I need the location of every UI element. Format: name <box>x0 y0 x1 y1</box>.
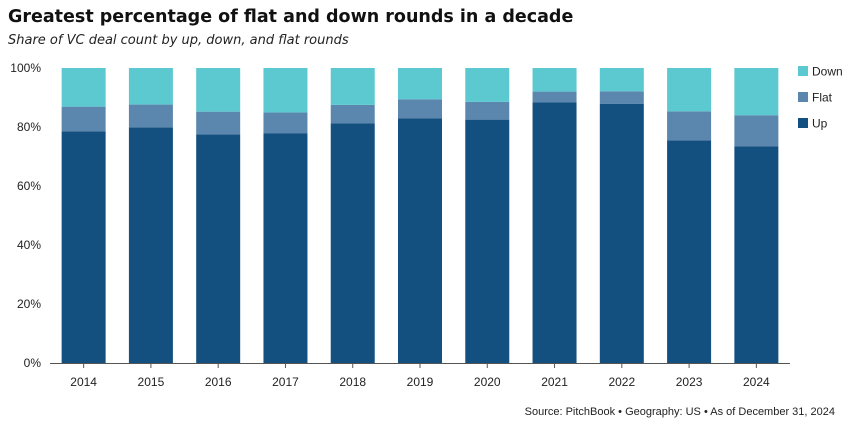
bar-up-2015 <box>128 127 173 363</box>
legend-swatch-up <box>798 118 808 128</box>
legend-swatch-down <box>798 66 808 76</box>
bar-flat-2022 <box>599 91 644 104</box>
bar-up-2020 <box>465 119 510 363</box>
bar-flat-2016 <box>196 111 241 135</box>
bar-up-2023 <box>667 140 712 363</box>
x-tick-label: 2017 <box>272 375 299 389</box>
bar-flat-2019 <box>398 99 442 119</box>
y-tick-label: 20% <box>17 297 41 311</box>
bar-up-2014 <box>61 131 106 363</box>
x-tick-label: 2022 <box>608 375 635 389</box>
bar-up-2019 <box>398 118 442 363</box>
y-tick-label: 100% <box>10 61 41 75</box>
bar-up-2021 <box>532 102 577 363</box>
x-tick-label: 2020 <box>474 375 501 389</box>
bar-down-2022 <box>599 68 644 92</box>
source-note: Source: PitchBook • Geography: US • As o… <box>524 406 835 418</box>
bar-down-2016 <box>196 68 241 112</box>
x-tick-label: 2019 <box>407 375 434 389</box>
bar-up-2022 <box>599 103 644 363</box>
bar-flat-2018 <box>330 104 375 124</box>
bar-up-2018 <box>330 123 375 364</box>
legend-swatch-flat <box>798 92 808 102</box>
bar-flat-2014 <box>61 106 106 132</box>
legend-label-down: Down <box>812 65 843 79</box>
bar-flat-2017 <box>263 112 308 134</box>
y-tick-label: 60% <box>17 179 41 193</box>
x-tick-label: 2023 <box>676 375 703 389</box>
bar-up-2017 <box>263 133 308 363</box>
bar-down-2020 <box>465 68 510 102</box>
x-tick-label: 2018 <box>339 375 366 389</box>
y-tick-label: 0% <box>24 356 42 370</box>
x-tick-label: 2015 <box>138 375 165 389</box>
bar-flat-2023 <box>667 111 712 141</box>
legend-label-flat: Flat <box>812 91 833 105</box>
bar-down-2024 <box>734 68 779 116</box>
bar-down-2018 <box>330 68 375 105</box>
bar-down-2017 <box>263 68 308 113</box>
chart-subtitle: Share of VC deal count by up, down, and … <box>8 33 349 48</box>
x-tick-label: 2024 <box>743 375 770 389</box>
x-tick-label: 2016 <box>205 375 232 389</box>
bar-flat-2021 <box>532 91 577 103</box>
bar-down-2019 <box>398 68 442 100</box>
bar-flat-2024 <box>734 115 779 147</box>
y-tick-label: 40% <box>17 238 41 252</box>
legend-label-up: Up <box>812 117 828 131</box>
bar-up-2016 <box>196 134 241 363</box>
x-tick-label: 2021 <box>541 375 568 389</box>
bar-flat-2015 <box>128 104 173 128</box>
x-tick-label: 2014 <box>70 375 97 389</box>
bar-up-2024 <box>734 146 779 363</box>
y-tick-label: 80% <box>17 120 41 134</box>
bar-down-2023 <box>667 68 712 112</box>
bar-down-2015 <box>128 68 173 105</box>
bar-down-2021 <box>532 68 577 92</box>
bar-down-2014 <box>61 68 106 107</box>
bar-flat-2020 <box>465 101 510 120</box>
chart-title: Greatest percentage of flat and down rou… <box>8 7 574 27</box>
